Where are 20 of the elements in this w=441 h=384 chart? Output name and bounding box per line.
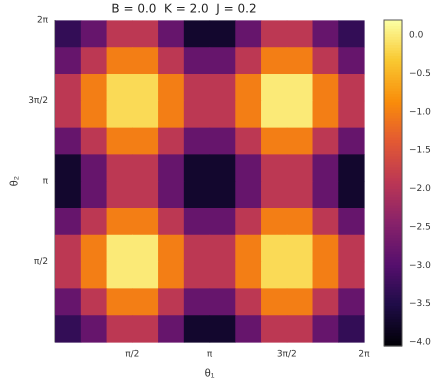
y-tick-label: 3π/2 bbox=[28, 96, 48, 106]
y-tick-label: 2π bbox=[36, 16, 49, 26]
chart-title: B = 0.0 K = 2.0 J = 0.2 bbox=[111, 1, 257, 16]
color-bar-label: 0.0 bbox=[409, 30, 424, 41]
y-tick-label: π/2 bbox=[34, 256, 48, 267]
x-tick-label: π/2 bbox=[125, 350, 140, 360]
color-bar-label: −3.0 bbox=[409, 260, 432, 271]
y-tick-label: π bbox=[42, 176, 49, 187]
x-tick-label: 3π/2 bbox=[276, 350, 297, 360]
x-axis-title: θ₁ bbox=[204, 367, 215, 380]
x-tick-label: 2π bbox=[358, 350, 370, 360]
color-bar-label: −2.5 bbox=[409, 222, 431, 232]
color-bar-label: −3.5 bbox=[409, 299, 431, 310]
color-bar-label: −1.5 bbox=[409, 146, 431, 156]
color-bar-label: −2.0 bbox=[409, 184, 432, 194]
color-bar-label: −1.0 bbox=[409, 107, 432, 118]
color-bar-label: −4.0 bbox=[409, 338, 432, 348]
y-axis-title: θ₂ bbox=[8, 176, 21, 186]
color-bar-label: −0.5 bbox=[409, 69, 431, 80]
x-tick-label: π bbox=[206, 350, 213, 360]
